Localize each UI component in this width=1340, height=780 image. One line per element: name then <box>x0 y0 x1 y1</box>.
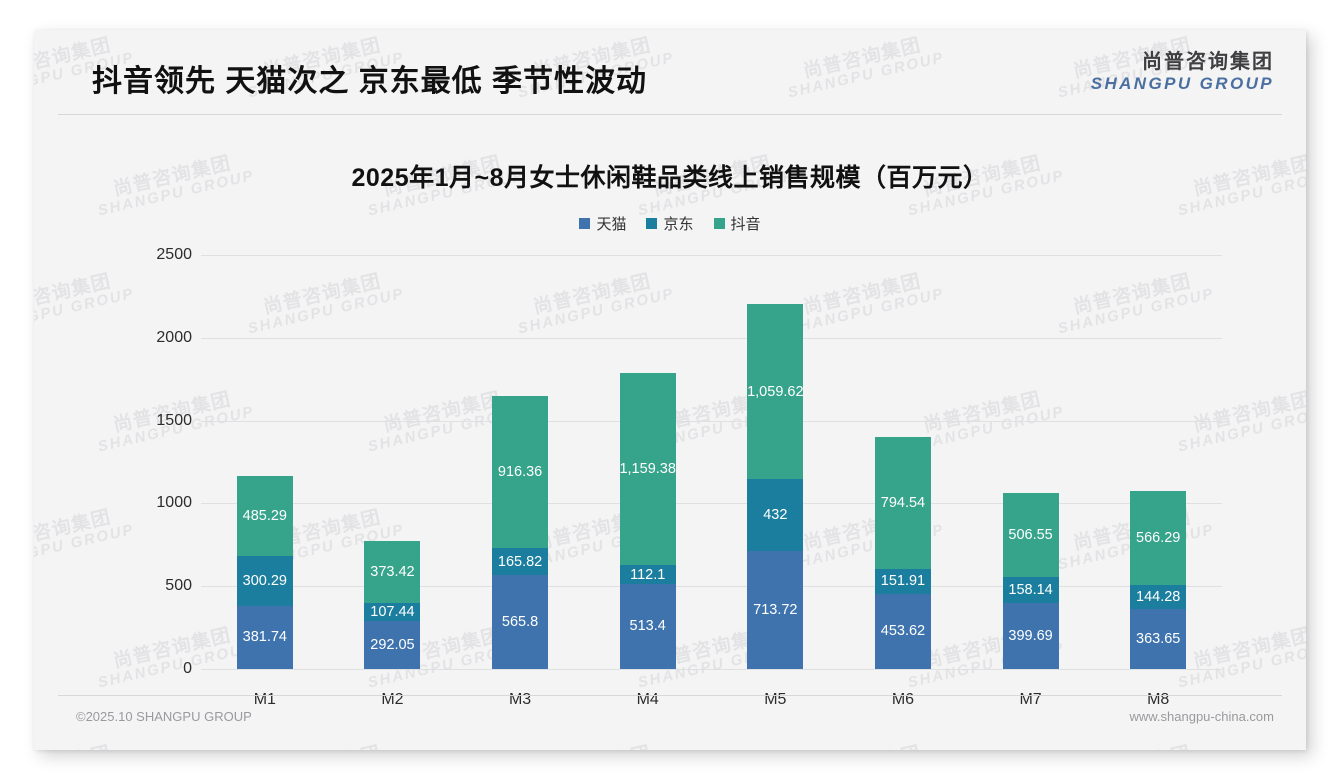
logo-chinese-text: 尚普咨询集团 <box>1142 51 1274 73</box>
legend-swatch-icon <box>579 218 591 229</box>
bar-segment-京东-M6[interactable]: 151.91 <box>874 568 931 594</box>
bar-segment-京东-M7[interactable]: 158.14 <box>1002 576 1059 603</box>
bar-value-label: 373.42 <box>370 563 415 580</box>
bar-segment-天猫-M5[interactable]: 713.72 <box>747 550 804 669</box>
logo-english-text: SHANGPU GROUP <box>1090 74 1274 93</box>
bar-value-label: 399.69 <box>1008 627 1053 644</box>
bar-value-label: 1,059.62 <box>747 383 804 400</box>
bar-value-label: 363.65 <box>1136 630 1181 647</box>
bar-segment-京东-M1[interactable]: 300.29 <box>236 556 293 606</box>
bar-group-M4[interactable]: 513.4 112.1 1,159.38 <box>619 255 676 669</box>
bar-group-M6[interactable]: 453.62 151.91 794.54 <box>874 255 931 669</box>
legend-label: 天猫 <box>596 216 627 233</box>
footer-divider <box>58 695 1282 696</box>
bar-group-M8[interactable]: 363.65 144.28 566.29 <box>1130 255 1187 669</box>
bar-segment-京东-M5[interactable]: 432 <box>747 479 804 551</box>
bar-segment-京东-M3[interactable]: 165.82 <box>492 547 549 576</box>
x-axis-tick-label: M5 <box>764 691 787 708</box>
bar-value-label: 513.4 <box>629 618 666 635</box>
footer-copyright: ©2025.10 SHANGPU GROUP <box>76 709 252 724</box>
bar-segment-抖音-M8[interactable]: 566.29 <box>1130 491 1187 585</box>
y-axis-tick-label: 2500 <box>156 246 192 263</box>
bar-segment-京东-M8[interactable]: 144.28 <box>1130 584 1187 609</box>
bar-segment-天猫-M1[interactable]: 381.74 <box>236 605 293 669</box>
y-axis-tick-label: 0 <box>183 660 192 677</box>
brand-logo: 尚普咨询集团 SHANGPU GROUP <box>1091 52 1274 93</box>
bar-group-M7[interactable]: 399.69 158.14 506.55 <box>1002 255 1059 669</box>
x-axis-tick-label: M8 <box>1147 691 1170 708</box>
y-gridline <box>201 255 1222 256</box>
footer-website[interactable]: www.shangpu-china.com <box>1129 709 1274 724</box>
y-axis-tick-label: 1500 <box>156 411 192 429</box>
y-gridline <box>201 586 1222 588</box>
y-gridline <box>201 503 1222 505</box>
x-axis-tick-label: M1 <box>253 691 276 708</box>
bar-value-label: 165.82 <box>497 553 543 570</box>
bar-segment-天猫-M7[interactable]: 399.69 <box>1002 602 1059 669</box>
bar-segment-京东-M2[interactable]: 107.44 <box>364 602 421 621</box>
bar-value-label: 432 <box>763 507 788 524</box>
x-axis-tick-label: M7 <box>1019 691 1042 708</box>
y-gridline <box>201 337 1222 339</box>
bar-value-label: 300.29 <box>242 572 287 589</box>
bar-segment-天猫-M8[interactable]: 363.65 <box>1130 608 1187 669</box>
page-title: 抖音领先 天猫次之 京东最低 季节性波动 <box>92 65 648 98</box>
bar-group-M3[interactable]: 565.8 165.82 916.36 <box>492 255 549 669</box>
bar-segment-抖音-M3[interactable]: 916.36 <box>492 396 549 548</box>
bar-value-label: 713.72 <box>753 601 798 618</box>
bar-value-label: 916.36 <box>497 463 543 480</box>
legend-swatch-icon <box>713 218 725 229</box>
bar-segment-抖音-M1[interactable]: 485.29 <box>236 475 293 557</box>
bar-segment-天猫-M4[interactable]: 513.4 <box>619 583 676 669</box>
chart-legend: 天猫 京东 抖音 <box>34 213 1306 234</box>
bar-group-M1[interactable]: 381.74 300.29 485.29 <box>236 255 293 669</box>
bar-value-label: 107.44 <box>370 603 415 620</box>
bar-group-M2[interactable]: 292.05 107.44 373.42 <box>364 255 421 669</box>
legend-item-京东[interactable]: 京东 <box>646 213 694 234</box>
x-axis-tick-label: M2 <box>381 691 404 708</box>
x-axis-tick-label: M3 <box>508 691 532 708</box>
bar-segment-抖音-M2[interactable]: 373.42 <box>364 541 421 603</box>
y-gridline <box>201 420 1222 422</box>
bar-group-M5[interactable]: 713.72 432 1,059.62 <box>747 255 804 669</box>
bar-value-label: 144.28 <box>1136 588 1181 605</box>
bar-value-label: 506.55 <box>1008 526 1053 543</box>
bar-value-label: 453.62 <box>880 623 926 640</box>
x-axis-tick-label: M6 <box>891 691 915 708</box>
bar-value-label: 292.05 <box>370 636 415 653</box>
slide-card: 尚普咨询集团 SHANGPU GROUP 尚普咨询集团 SHANGPU GROUP 尚普… <box>34 30 1306 750</box>
bar-value-label: 1,159.38 <box>619 461 676 478</box>
bar-value-label: 566.29 <box>1136 530 1181 546</box>
legend-label: 京东 <box>663 216 694 233</box>
y-axis-tick-label: 500 <box>165 577 192 595</box>
bar-segment-抖音-M5[interactable]: 1,059.62 <box>747 303 804 480</box>
bar-value-label: 565.8 <box>501 614 539 631</box>
bar-segment-天猫-M3[interactable]: 565.8 <box>492 575 549 669</box>
y-axis-tick-label: 1000 <box>156 494 192 512</box>
bar-segment-天猫-M6[interactable]: 453.62 <box>874 593 931 669</box>
bar-value-label: 158.14 <box>1008 581 1053 598</box>
chart-title: 2025年1月~8月女士休闲鞋品类线上销售规模（百万元） <box>351 164 989 192</box>
bar-value-label: 112.1 <box>630 566 666 583</box>
bar-segment-抖音-M7[interactable]: 506.55 <box>1002 492 1059 577</box>
chart-plot-area: 0 500 1000 1500 2000 2500 381.74 300.29 485.29 M1… <box>34 30 1306 750</box>
bar-segment-抖音-M4[interactable]: 1,159.38 <box>619 373 676 566</box>
bar-value-label: 151.91 <box>880 573 926 590</box>
bar-segment-天猫-M2[interactable]: 292.05 <box>364 620 421 669</box>
y-axis-tick-label: 2000 <box>156 328 192 346</box>
bar-segment-京东-M4[interactable]: 112.1 <box>619 565 676 584</box>
slide-header: 抖音领先 天猫次之 京东最低 季节性波动 尚普咨询集团 SHANGPU GROU… <box>34 30 1306 112</box>
bar-value-label: 794.54 <box>880 494 926 511</box>
legend-label: 抖音 <box>730 216 761 233</box>
legend-swatch-icon <box>646 218 658 229</box>
x-axis-tick-label: M4 <box>636 691 659 708</box>
bar-segment-抖音-M6[interactable]: 794.54 <box>874 437 931 569</box>
bar-value-label: 381.74 <box>242 629 287 646</box>
y-gridline <box>201 669 1222 670</box>
header-divider <box>58 114 1282 115</box>
bar-value-label: 485.29 <box>242 507 287 524</box>
legend-item-抖音[interactable]: 抖音 <box>713 213 761 234</box>
legend-item-天猫[interactable]: 天猫 <box>579 213 626 234</box>
